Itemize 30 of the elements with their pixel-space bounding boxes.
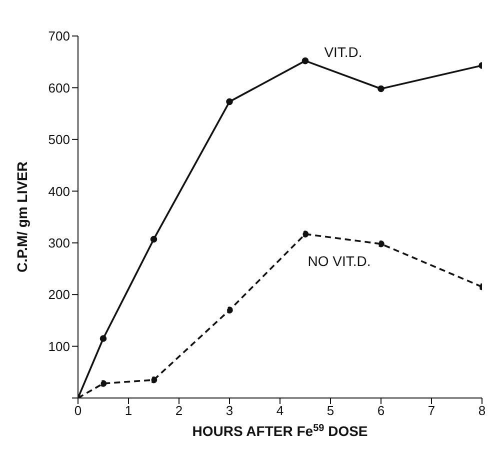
- x-tick-label: 5: [326, 403, 334, 418]
- x-axis-title: HOURS AFTER Fe$^{59}$ DOSE: [192, 422, 368, 439]
- y-tick-label: 500: [48, 132, 70, 148]
- y-tick-label: 600: [48, 80, 70, 96]
- point: [302, 57, 309, 64]
- point: [150, 236, 158, 243]
- point: [378, 240, 384, 248]
- x-tick-label: 0: [74, 403, 82, 418]
- y-tick-label: 400: [48, 184, 70, 199]
- x-tick-label: 3: [226, 403, 234, 418]
- x-tick-label: 6: [377, 403, 385, 418]
- y-tick-label: 100: [48, 338, 70, 354]
- point: [100, 335, 107, 342]
- x-tick-label: 2: [175, 403, 183, 418]
- y-tick-label: 700: [48, 28, 70, 44]
- x-tick-label: 4: [276, 403, 284, 418]
- x-tick-label: 1: [124, 403, 132, 418]
- point: [150, 376, 158, 384]
- point: [302, 230, 309, 238]
- y-tick-label: 300: [48, 235, 70, 250]
- y-axis-title: C.P.M/ gm LIVER: [14, 162, 30, 272]
- series-label: VIT.D.: [324, 44, 362, 60]
- x-tick-label: 7: [428, 403, 436, 418]
- y-tick-label: 200: [48, 287, 70, 302]
- x-tick-label: 8: [478, 403, 486, 418]
- series-label: NO VIT.D.: [308, 253, 371, 270]
- point: [226, 306, 233, 314]
- point: [226, 98, 233, 106]
- point: [378, 85, 384, 92]
- point: [100, 380, 107, 387]
